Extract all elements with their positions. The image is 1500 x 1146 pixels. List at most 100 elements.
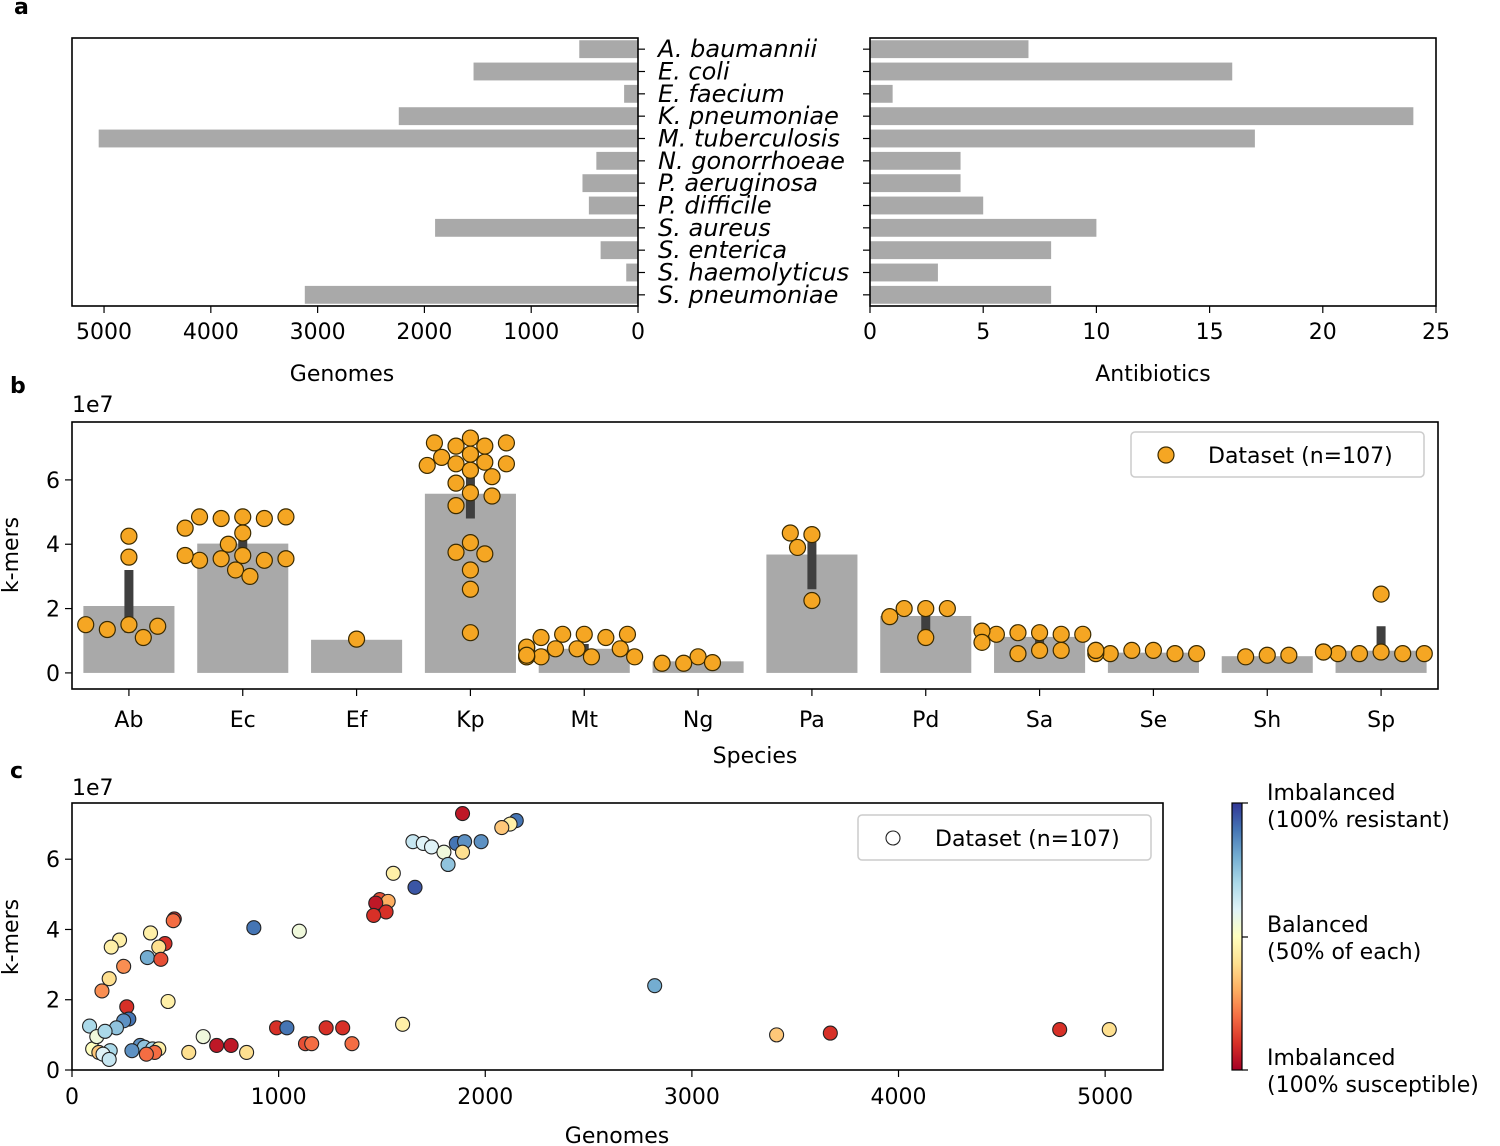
scatter-point	[335, 1020, 351, 1036]
kmers-offset-label-c: 1e7	[72, 776, 114, 801]
dataset-point	[234, 508, 252, 526]
dataset-point	[532, 628, 550, 647]
dataset-point	[461, 624, 480, 642]
dataset-point	[917, 628, 935, 647]
dataset-point	[461, 484, 480, 502]
dataset-point	[546, 640, 565, 658]
species-name: S. pneumoniae	[658, 281, 838, 309]
scatter-point	[822, 1025, 838, 1041]
dataset-point	[176, 546, 194, 565]
dataset-point	[611, 640, 629, 658]
species-abbrev-label: Se	[1140, 708, 1168, 733]
dataset-point	[425, 434, 444, 452]
c-y-tick-label: 6	[46, 848, 60, 873]
colorbar-bottom-sublabel: (100% susceptible)	[1267, 1073, 1479, 1098]
scatter-point	[344, 1036, 360, 1052]
dataset-point	[120, 616, 138, 634]
c-x-tick-label: 4000	[871, 1085, 927, 1110]
scatter-point	[291, 923, 307, 939]
scatter-point	[209, 1037, 225, 1053]
genomes-bar	[304, 285, 638, 304]
scatter-point	[101, 1051, 117, 1068]
dataset-point	[483, 468, 501, 486]
species-name: P. difficile	[658, 192, 772, 220]
colorbar-top-sublabel: (100% resistant)	[1267, 808, 1450, 833]
dataset-point	[532, 648, 550, 666]
dataset-point	[212, 550, 230, 568]
scatter-point	[440, 856, 456, 873]
species-name: S. haemolyticus	[658, 259, 849, 287]
dataset-point	[234, 524, 252, 542]
c-x-tick-label: 0	[65, 1085, 79, 1110]
dataset-point	[597, 628, 615, 647]
antibiotics-bar	[870, 241, 1052, 260]
genomes-x-tick-label: 3000	[290, 320, 346, 345]
antibiotics-axis-label: Antibiotics	[1095, 362, 1211, 387]
dataset-point	[134, 628, 152, 647]
scatter-point	[385, 865, 401, 881]
dataset-point	[895, 599, 913, 618]
scatter-point	[94, 983, 110, 999]
dataset-point	[461, 445, 480, 463]
colorbar-mid-label: Balanced	[1267, 913, 1369, 938]
species-abbrev-label: Mt	[570, 708, 598, 733]
scatter-point	[1052, 1022, 1068, 1038]
species-name: E. coli	[658, 58, 730, 86]
dataset-point	[433, 448, 451, 466]
c-x-tick-label: 5000	[1077, 1085, 1133, 1110]
dataset-point	[788, 538, 807, 557]
antibiotics-bar	[870, 129, 1255, 148]
dataset-point	[447, 455, 465, 473]
antibiotics-x-tick-label: 20	[1309, 320, 1337, 345]
legend-c-label: Dataset (n=107)	[935, 827, 1120, 852]
genomes-axes-frame	[71, 37, 639, 307]
antibiotics-bar	[870, 62, 1233, 81]
kmers-vs-genomes-scatter: 0 2 4 6 0 1000 2000 3000 4000 5000 Dataset (n=107)	[46, 802, 1164, 1110]
species-abbrev-label: Pd	[912, 708, 939, 733]
dataset-point	[1101, 645, 1119, 663]
c-y-tick-label: 2	[46, 989, 60, 1014]
antibiotics-bar-chart: 0 5 10 15 20 25	[863, 37, 1450, 345]
scatter-point	[223, 1037, 239, 1053]
scatter-point	[103, 939, 119, 955]
species-abbrev-label: Sa	[1026, 708, 1053, 733]
scatter-point	[279, 1020, 295, 1036]
scatter-point	[142, 925, 159, 941]
genomes-x-tick-label: 1000	[503, 320, 559, 345]
dataset-point	[518, 646, 536, 664]
colorbar-mid-sublabel: (50% of each)	[1267, 940, 1421, 965]
b-y-tick-label: 6	[46, 469, 60, 494]
scatter-point	[1101, 1022, 1117, 1038]
genomes-bar	[624, 84, 638, 103]
dataset-point	[461, 429, 480, 447]
genomes-bar	[588, 196, 638, 215]
species-abbrev-label: Ec	[230, 708, 256, 733]
scatter-point	[119, 999, 135, 1015]
species-name: M. tuberculosis	[658, 125, 840, 153]
antibiotics-bar	[870, 40, 1029, 59]
scatter-point	[124, 1043, 140, 1059]
dataset-point	[461, 580, 480, 598]
dataset-point	[1372, 643, 1390, 661]
panel-label-a: a	[14, 0, 29, 20]
dataset-point	[1372, 585, 1390, 603]
c-x-tick-label: 1000	[251, 1085, 307, 1110]
dataset-point	[1188, 645, 1206, 663]
dataset-point	[803, 591, 821, 610]
dataset-point	[497, 455, 516, 473]
genomes-x-tick-label: 4000	[183, 320, 239, 345]
dataset-point	[1237, 648, 1255, 666]
species-bar	[652, 661, 744, 673]
dataset-point	[1329, 645, 1347, 663]
dataset-point	[241, 567, 259, 586]
scatter-point	[151, 939, 167, 955]
dataset-point	[277, 508, 295, 526]
scatter-point	[139, 950, 155, 966]
species-abbrev-label: Ef	[346, 708, 369, 733]
dataset-point	[582, 648, 601, 666]
scatter-point	[473, 834, 489, 850]
genomes-x-tick-label: 5000	[76, 320, 132, 345]
colorbar	[1231, 802, 1243, 1071]
